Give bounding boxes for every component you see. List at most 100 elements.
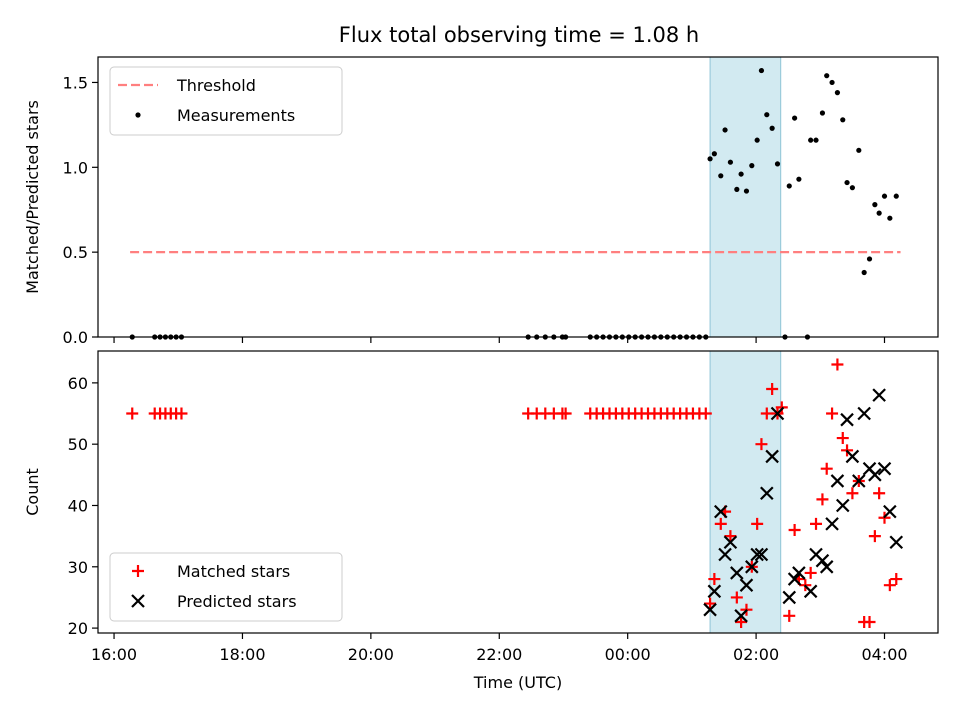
x-tick-label: 20:00	[348, 645, 394, 664]
data-point	[718, 173, 724, 179]
x-tick-label: 18:00	[219, 645, 265, 664]
data-point	[734, 186, 740, 192]
data-point	[873, 487, 886, 500]
data-point	[713, 504, 728, 519]
legend: Threshold Measurements	[109, 66, 343, 136]
data-point	[769, 125, 775, 131]
data-point	[745, 560, 759, 574]
data-point	[760, 486, 774, 501]
data-point	[755, 438, 768, 451]
legend-box	[109, 66, 343, 136]
highlight-span	[709, 56, 782, 338]
legend-label: Measurements	[177, 106, 295, 125]
data-point	[872, 202, 878, 208]
data-point	[889, 535, 904, 550]
data-point	[868, 530, 881, 543]
x-tick-label: 22:00	[476, 645, 522, 664]
data-point	[754, 137, 760, 143]
data-point	[722, 127, 728, 133]
data-point	[751, 517, 764, 530]
bottom-panel: 20 30 40 50 60 16:00 18:00 20:00 22:00 00:00 02:00…	[23, 350, 939, 692]
y-tick-label: 0.5	[63, 243, 88, 262]
legend-label: Predicted stars	[177, 592, 297, 611]
data-point	[738, 171, 744, 177]
data-point	[844, 179, 850, 186]
legend-marker	[135, 112, 141, 118]
data-point	[863, 615, 876, 628]
data-point	[840, 412, 854, 427]
data-point	[893, 193, 899, 199]
y-axis-label: Count	[23, 468, 42, 516]
data-point	[856, 147, 862, 153]
data-point	[803, 584, 818, 599]
data-point	[735, 615, 748, 628]
data-point	[883, 504, 897, 519]
y-tick-label: 1.0	[63, 158, 88, 177]
data-point	[758, 67, 765, 74]
data-point	[831, 358, 844, 371]
y-tick-label: 40	[68, 496, 88, 515]
data-point	[883, 579, 896, 592]
data-point	[559, 407, 572, 420]
x-tick-label: 00:00	[605, 645, 651, 664]
data-point	[876, 210, 882, 216]
data-point	[707, 156, 713, 162]
data-point	[775, 401, 788, 414]
data-point	[786, 183, 792, 189]
data-point	[852, 474, 866, 488]
data-point	[813, 137, 819, 143]
data-point	[845, 449, 860, 464]
data-point	[718, 547, 732, 562]
data-point	[770, 406, 785, 421]
data-point	[760, 407, 773, 420]
data-point	[788, 524, 801, 537]
data-point	[739, 578, 754, 592]
chart-title: Flux total observing time = 1.08 h	[339, 23, 699, 47]
data-point	[890, 573, 903, 586]
data-point	[815, 553, 830, 568]
data-point	[819, 110, 826, 116]
y-tick-label: 50	[68, 435, 88, 454]
data-point	[792, 566, 806, 580]
y-tick-label: 60	[68, 374, 88, 393]
x-tick-label: 16:00	[91, 645, 137, 664]
data-point	[782, 590, 797, 605]
data-point	[792, 115, 798, 121]
data-point	[723, 535, 738, 550]
data-point	[866, 256, 873, 262]
data-point	[796, 176, 802, 182]
legend-label: Matched stars	[177, 562, 290, 581]
data-point	[825, 517, 839, 531]
data-point	[835, 498, 850, 513]
data-point	[766, 383, 779, 396]
data-point	[836, 432, 849, 445]
data-point	[699, 407, 712, 420]
data-point	[714, 517, 727, 530]
data-point	[749, 163, 755, 169]
y-tick-label: 20	[68, 619, 88, 638]
data-point	[764, 112, 770, 118]
legend-marker	[132, 565, 144, 577]
data-point	[708, 573, 721, 586]
data-point	[887, 215, 893, 221]
data-point	[810, 517, 823, 530]
legend: Matched stars Predicted stars	[109, 552, 343, 622]
data-point	[707, 584, 722, 599]
legend-box	[109, 552, 343, 622]
series-predicted-stars	[703, 388, 904, 623]
data-point	[840, 117, 846, 123]
plot-frame	[97, 56, 939, 338]
plot-frame	[97, 350, 939, 634]
series-measurements	[129, 67, 899, 340]
data-point	[711, 151, 717, 157]
data-point	[804, 566, 817, 579]
data-point	[774, 161, 781, 167]
y-tick-label: 0.0	[63, 328, 88, 347]
data-point	[703, 602, 717, 617]
data-point	[872, 388, 886, 402]
data-point	[829, 79, 835, 86]
top-panel: 0.0 0.5 1.0 1.5 Matched/Predicted stars Thres…	[23, 56, 939, 347]
highlight-span	[709, 350, 782, 634]
data-point	[783, 609, 796, 622]
